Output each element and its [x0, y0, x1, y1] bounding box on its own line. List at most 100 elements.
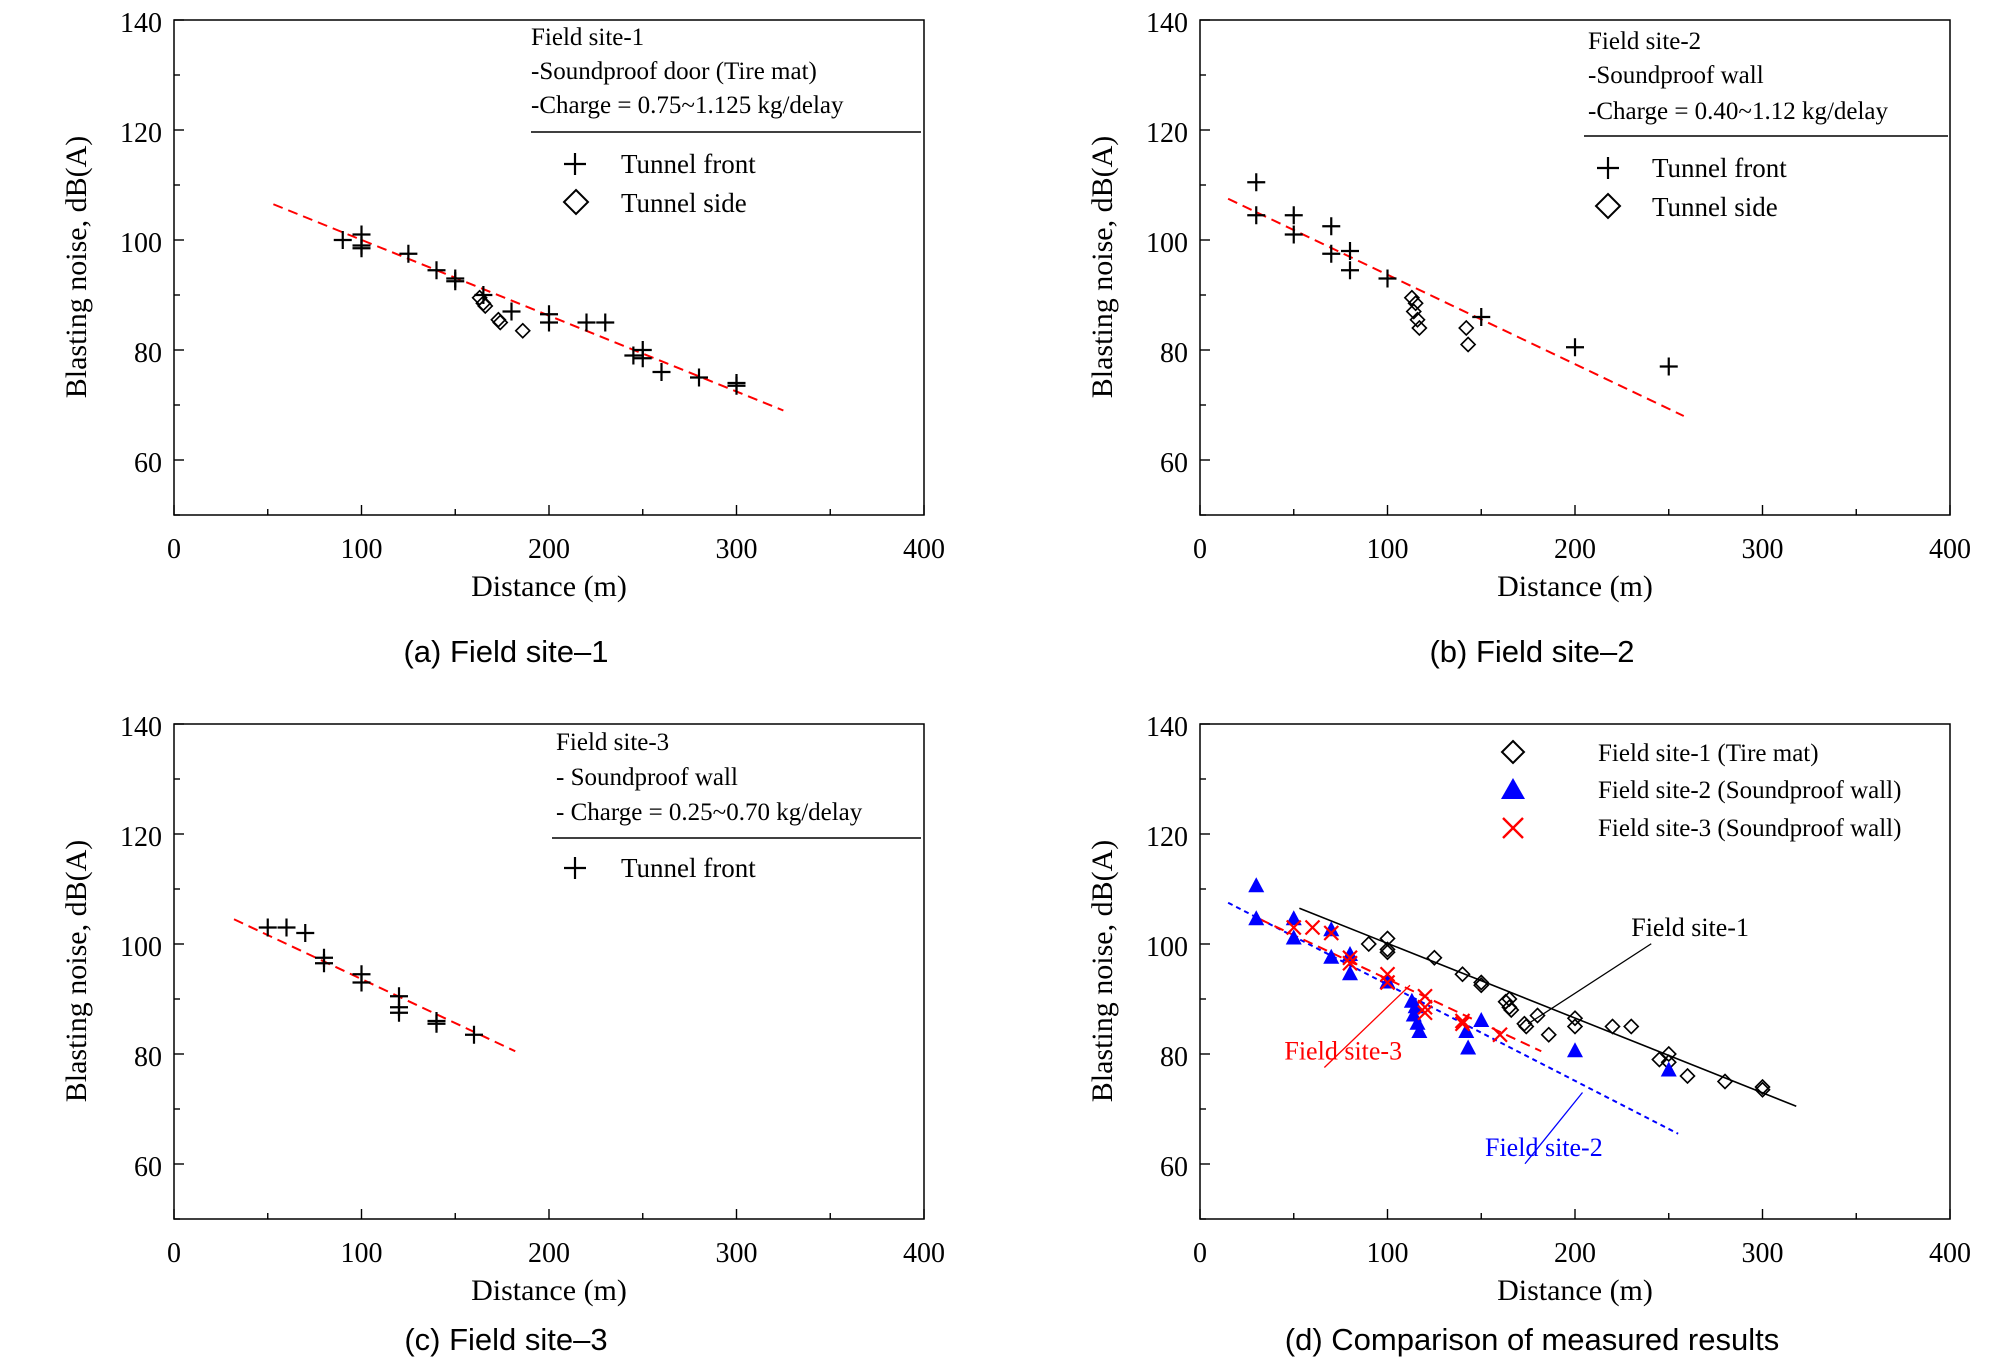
legend-entry-label: Field site-3 (Soundproof wall): [1598, 815, 1901, 842]
data-point-triangle: [1660, 1061, 1677, 1077]
x-tick-label: 300: [1742, 1238, 1784, 1269]
plot-marks: [233, 918, 516, 1053]
data-point-diamond: [1459, 336, 1477, 353]
x-tick-label: 400: [903, 1238, 945, 1269]
data-point-diamond: [1360, 935, 1377, 953]
x-tick-label: 200: [528, 1238, 570, 1269]
annotation-leader-line: [1524, 1092, 1584, 1165]
panel-comparison: 0 100 200 300 400 60 80 100 120 140 Dist…: [1086, 712, 1971, 1357]
data-point-diamond: [1379, 944, 1396, 961]
y-axis-label: Blasting noise, dB(A): [60, 136, 93, 399]
x-tick-label: 400: [1929, 1238, 1971, 1269]
data-point-plus: [315, 954, 333, 973]
y-tick-label: 60: [134, 448, 162, 479]
data-point-triangle: [1407, 998, 1424, 1014]
data-point-triangle: [1285, 910, 1302, 926]
legend-entry-label: Tunnel side: [1652, 192, 1778, 222]
x-tick-label: 0: [1193, 1238, 1207, 1269]
axis-ticks: [1199, 19, 1951, 516]
data-point-plus: [577, 313, 596, 332]
data-point-plus: [652, 363, 671, 381]
y-axis-label: Blasting noise, dB(A): [1086, 136, 1119, 399]
legend-diamond-marker: [1500, 739, 1526, 765]
axis-ticks: [1199, 723, 1951, 1220]
y-tick-labels: 60 80 100 120 140: [1146, 8, 1188, 479]
data-point-cross: [1285, 919, 1302, 936]
data-point-triangle: [1458, 1023, 1475, 1038]
data-point-plus: [1378, 269, 1397, 288]
legend-header-line: Field site-3: [556, 729, 669, 756]
data-point-triangle: [1323, 948, 1340, 964]
data-point-diamond: [1518, 1018, 1535, 1035]
y-tick-label: 80: [1160, 338, 1188, 369]
data-point-plus: [277, 918, 296, 937]
data-point-plus: [1247, 173, 1266, 192]
legend-plus-marker: [1597, 157, 1619, 179]
annotation-label: Field site-1: [1631, 913, 1749, 942]
x-tick-labels: 0 100 200 300 400: [167, 1238, 945, 1269]
y-axis-label: Blasting noise, dB(A): [60, 840, 93, 1103]
panel-field-site-2: 0 100 200 300 400 60 80 100 120 140 Dist…: [1086, 8, 1971, 669]
legend: Field site-3 - Soundproof wall - Charge …: [552, 729, 921, 883]
x-tick-label: 200: [528, 534, 570, 565]
legend-header-line: Field site-1: [531, 24, 644, 51]
data-point-plus: [1322, 217, 1341, 236]
data-point-plus: [333, 231, 352, 249]
data-point-diamond: [1754, 1081, 1771, 1098]
data-point-diamond: [1660, 1045, 1677, 1063]
data-point-plus: [624, 346, 643, 365]
data-point-diamond: [514, 322, 531, 339]
data-point-plus: [502, 302, 521, 321]
annotation-label: Field site-2: [1485, 1133, 1603, 1162]
data-point-plus: [446, 272, 465, 291]
data-point-cross: [1304, 919, 1321, 936]
y-tick-label: 120: [120, 118, 162, 149]
data-series: [258, 918, 483, 1044]
x-tick-label: 300: [716, 534, 758, 565]
data-point-diamond: [1679, 1067, 1696, 1085]
y-tick-label: 100: [1146, 932, 1188, 963]
legend-triangle-marker: [1501, 778, 1525, 799]
data-point-plus: [596, 313, 615, 332]
x-tick-label: 200: [1554, 534, 1596, 565]
data-point-cross: [1454, 1015, 1471, 1032]
y-tick-label: 80: [134, 338, 162, 369]
y-tick-label: 140: [120, 712, 162, 743]
x-axis-label: Distance (m): [471, 570, 627, 603]
data-point-plus: [1284, 225, 1303, 244]
data-point-plus: [465, 1025, 483, 1044]
panel-caption: (b) Field site–2: [1429, 634, 1634, 669]
x-axis-label: Distance (m): [1497, 1274, 1653, 1307]
plot-marks: [273, 203, 784, 412]
data-point-plus: [399, 244, 418, 263]
legend-header-line: -Soundproof wall: [1588, 62, 1764, 89]
data-point-cross: [1342, 955, 1358, 972]
data-point-plus: [352, 973, 371, 992]
legend-cross-marker: [1502, 817, 1524, 839]
data-point-diamond: [1454, 966, 1471, 983]
legend-entry-label: Field site-1 (Tire mat): [1598, 740, 1819, 767]
legend-header-line: -Charge = 0.75~1.125 kg/delay: [531, 92, 844, 119]
data-point-triangle: [1409, 1014, 1426, 1030]
data-point-plus: [1322, 244, 1341, 263]
x-tick-label: 100: [341, 534, 383, 565]
data-point-cross: [1417, 999, 1433, 1016]
x-tick-label: 0: [167, 534, 181, 565]
panel-caption: (d) Comparison of measured results: [1285, 1322, 1779, 1357]
y-tick-label: 100: [120, 228, 162, 259]
legend-entry-label: Tunnel front: [1652, 153, 1787, 183]
annotations: Field site-1 Field site-3 Field site-2: [1284, 913, 1749, 1165]
data-point-cross: [1379, 974, 1396, 991]
y-tick-label: 120: [1146, 118, 1188, 149]
data-point-diamond: [1754, 1078, 1771, 1096]
data-point-plus: [1659, 357, 1678, 376]
y-tick-label: 140: [1146, 712, 1188, 743]
x-tick-labels: 0 100 200 300 400: [167, 534, 945, 565]
y-tick-label: 60: [134, 1152, 162, 1183]
x-tick-labels: 0 100 200 300 400: [1193, 1238, 1971, 1269]
data-point-plus: [296, 924, 315, 942]
x-tick-label: 300: [716, 1238, 758, 1269]
legend-entry-label: Tunnel front: [621, 149, 756, 179]
legend-diamond-marker: [562, 188, 590, 216]
plot-marks: [1227, 173, 1685, 417]
